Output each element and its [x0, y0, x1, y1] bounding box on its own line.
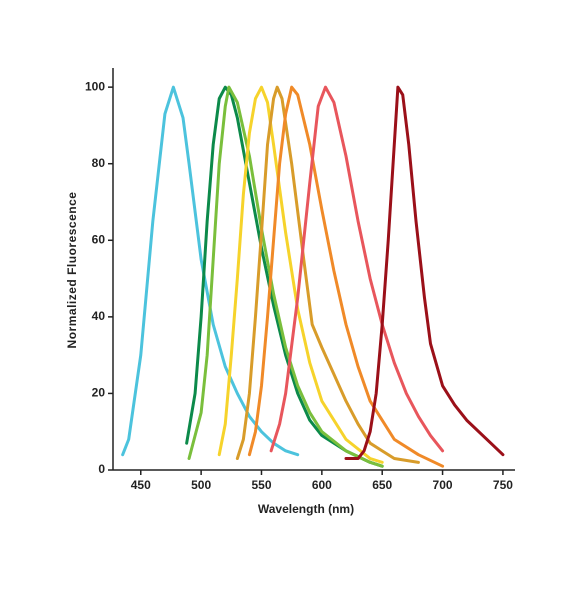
x-tick-label: 750 [493, 478, 513, 492]
spectrum-line [187, 85, 384, 468]
spectrum-line [121, 85, 300, 457]
x-tick-label: 600 [312, 478, 332, 492]
x-tick-label: 700 [433, 478, 453, 492]
y-tick-label: 40 [92, 309, 106, 323]
y-tick-label: 0 [98, 462, 105, 476]
y-tick-label: 100 [85, 79, 105, 93]
spectrum-line [217, 85, 384, 464]
y-tick-label: 60 [92, 232, 106, 246]
x-tick-label: 500 [191, 478, 211, 492]
y-tick-label: 80 [92, 156, 106, 170]
y-axis-label: Normalized Fluorescence [65, 192, 79, 349]
x-axis-label: Wavelength (nm) [258, 502, 354, 516]
spectrum-line [185, 85, 384, 468]
x-tick-label: 650 [372, 478, 392, 492]
spectrum-line [344, 85, 505, 461]
x-tick-label: 550 [251, 478, 271, 492]
spectrum-line [235, 85, 420, 464]
y-tick-label: 20 [92, 386, 106, 400]
spectrum-line [269, 85, 445, 453]
x-tick-label: 450 [131, 478, 151, 492]
